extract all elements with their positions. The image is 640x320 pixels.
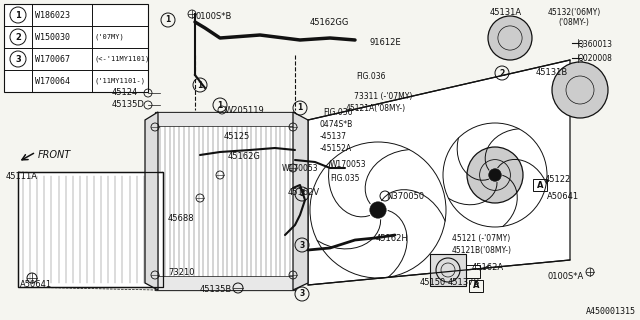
Text: 1: 1 [165, 15, 171, 25]
Text: 45162H: 45162H [376, 234, 409, 243]
Text: W186023: W186023 [35, 11, 70, 20]
Bar [469, 280, 483, 292]
Circle shape [370, 202, 386, 218]
Polygon shape [155, 112, 295, 290]
Circle shape [552, 62, 608, 118]
Text: 1: 1 [218, 100, 223, 109]
Text: W170053: W170053 [330, 160, 367, 169]
Text: A: A [537, 180, 543, 189]
Text: 45162A: 45162A [472, 263, 504, 272]
Text: W170053: W170053 [282, 164, 319, 173]
Text: -45137: -45137 [320, 132, 347, 141]
Text: 45688: 45688 [168, 214, 195, 223]
Bar [4, 4, 148, 92]
Text: 3: 3 [300, 290, 305, 299]
Text: 45135B: 45135B [200, 285, 232, 294]
Text: 45135D: 45135D [112, 100, 145, 109]
Text: 2: 2 [499, 68, 504, 77]
Text: 45131B: 45131B [536, 68, 568, 77]
Circle shape [467, 147, 523, 203]
Text: 73210: 73210 [168, 268, 195, 277]
Bar [155, 276, 295, 290]
Text: 45131A: 45131A [490, 8, 522, 17]
Polygon shape [308, 60, 570, 285]
Text: (<-'11MY1101): (<-'11MY1101) [94, 56, 149, 62]
Bar [430, 254, 466, 286]
Text: 1: 1 [15, 11, 21, 20]
Circle shape [489, 169, 501, 181]
Text: 45162V: 45162V [288, 188, 320, 197]
Text: 45122: 45122 [545, 175, 572, 184]
Polygon shape [293, 112, 308, 290]
Text: Q020008: Q020008 [578, 54, 613, 63]
Text: A50641: A50641 [20, 280, 52, 289]
Text: 1: 1 [298, 103, 303, 113]
Text: A: A [473, 282, 479, 291]
Bar [533, 179, 547, 191]
Text: 3: 3 [300, 241, 305, 250]
Text: 45137B: 45137B [448, 278, 481, 287]
Polygon shape [145, 112, 158, 290]
Text: 45125: 45125 [224, 132, 250, 141]
Text: 91612E: 91612E [370, 38, 402, 47]
Text: ('11MY1101-): ('11MY1101-) [94, 78, 145, 84]
Text: 1: 1 [197, 81, 203, 90]
Text: 3: 3 [15, 54, 21, 63]
Bar [155, 112, 295, 126]
Text: 45111A: 45111A [6, 172, 38, 181]
Text: 45121A('08MY-): 45121A('08MY-) [346, 104, 406, 113]
Circle shape [488, 16, 532, 60]
Text: FRONT: FRONT [38, 150, 71, 160]
Text: W150030: W150030 [35, 33, 70, 42]
Text: 2: 2 [15, 33, 21, 42]
Text: 0100S*A: 0100S*A [548, 272, 584, 281]
Text: FIG.035: FIG.035 [330, 174, 360, 183]
Text: FIG.036: FIG.036 [323, 108, 353, 117]
Text: N370050: N370050 [386, 192, 424, 201]
Text: Q360013: Q360013 [578, 40, 613, 49]
Text: 3: 3 [300, 189, 305, 198]
Text: 45121B('08MY-): 45121B('08MY-) [452, 246, 512, 255]
Text: 45162G: 45162G [228, 152, 261, 161]
Text: W170067: W170067 [35, 54, 70, 63]
Text: -45152A: -45152A [320, 144, 352, 153]
Text: 45124: 45124 [112, 88, 138, 97]
Text: 0100S*B: 0100S*B [195, 12, 232, 21]
Polygon shape [18, 172, 163, 287]
Text: FIG.036: FIG.036 [356, 72, 385, 81]
Text: 45162GG: 45162GG [310, 18, 349, 27]
Text: W170064: W170064 [35, 76, 70, 85]
Text: 45150: 45150 [420, 278, 446, 287]
Text: 73311 (-'07MY): 73311 (-'07MY) [354, 92, 412, 101]
Text: A50641: A50641 [547, 192, 579, 201]
Text: A450001315: A450001315 [586, 307, 636, 316]
Text: 45132('06MY): 45132('06MY) [548, 8, 601, 17]
Text: ('08MY-): ('08MY-) [558, 18, 589, 27]
Text: ('07MY): ('07MY) [94, 34, 124, 40]
Text: 0474S*B: 0474S*B [320, 120, 353, 129]
Text: W205119: W205119 [225, 106, 265, 115]
Text: 45121 (-'07MY): 45121 (-'07MY) [452, 234, 510, 243]
